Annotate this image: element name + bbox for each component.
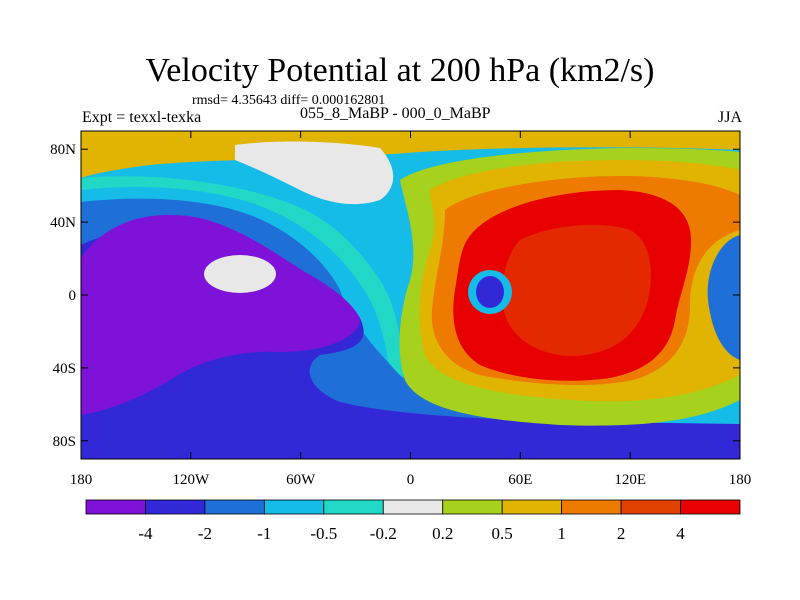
x-tick-label: 60W [286,472,316,488]
x-tick-label: 180 [70,472,93,488]
contour-east-core-dark [502,224,651,356]
colorbar-level-label: 2 [617,524,626,543]
contour-pacific-rim-negative [707,235,740,360]
colorbar-swatch [442,499,503,515]
colorbar-level-label: -0.5 [310,524,337,543]
contour-west-band-5 [81,214,360,415]
x-tick-label: 60E [508,472,532,488]
colorbar-swatch [501,499,563,515]
colorbar-swatch [204,499,265,515]
contour-north-atlantic-white [235,141,394,205]
colorbar-swatch [680,499,741,515]
colorbar-swatch [85,499,146,515]
contour-field [81,131,740,459]
chart-title: Velocity Potential at 200 hPa (km2/s) [145,52,655,89]
difference-label: 055_8_MaBP - 000_0_MaBP [300,105,491,122]
colorbar-swatch [382,499,444,515]
contour-indian-ocean-pocket-inner [476,276,504,308]
colorbar-level-label: -4 [138,524,153,543]
colorbar-level-label: -2 [198,524,212,543]
colorbar-level-label: 1 [557,524,566,543]
colorbar: -4 -2 -1 -0.5 -0.2 0.2 0.5 1 2 4 [85,499,741,543]
x-tick-label: 180 [729,472,752,488]
contour-arctic-band [81,131,740,178]
y-tick-label: 40S [53,361,76,377]
colorbar-level-label: -0.2 [370,524,397,543]
y-tick-label: 40N [50,215,76,231]
x-tick-label: 120W [172,472,210,488]
colorbar-swatch [620,499,681,515]
y-tick-label: 0 [69,288,77,304]
contour-central-america-ring [204,255,276,293]
colorbar-swatch [323,499,384,515]
season-label: JJA [717,109,742,126]
x-tick-label: 0 [407,472,415,488]
colorbar-level-label: 0.5 [492,524,513,543]
colorbar-level-label: -1 [257,524,271,543]
colorbar-level-label: 4 [676,524,685,543]
stats-label: rmsd= 4.35643 diff= 0.000162801 [192,93,386,108]
y-tick-label: 80S [53,434,76,450]
colorbar-swatch [145,499,206,515]
experiment-label: Expt = texxl-texka [82,109,202,126]
colorbar-level-label: 0.2 [432,524,453,543]
colorbar-swatch [561,499,622,515]
y-tick-label: 80N [50,142,76,158]
x-tick-label: 120E [614,472,646,488]
axes: 180 120W 60W 0 60E 120E 180 80N 40N 0 40S 80S [50,131,751,488]
colorbar-swatch [263,499,325,515]
